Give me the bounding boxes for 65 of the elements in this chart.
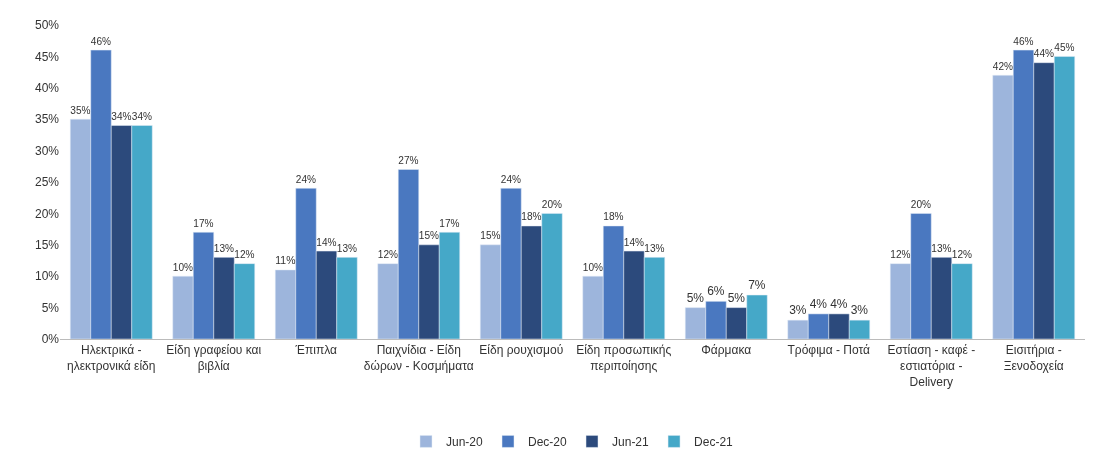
data-label: 46% [1013,35,1034,47]
data-label: 20% [910,198,931,210]
x-tick-label: Φάρμακα [701,343,752,358]
x-tick-label: Είδη γραφείου και βιβλία [166,343,262,373]
data-label: 15% [480,230,501,242]
data-label: 12% [951,249,972,261]
y-tick-label: 25% [34,175,60,190]
y-tick-label: 50% [34,18,60,33]
x-tick-label: Είδη προσωπικής περιποίησης [576,343,672,373]
data-label: 10% [172,261,193,273]
data-label: 13% [213,242,234,254]
data-label: 34% [111,110,132,122]
data-label: 13% [336,242,357,254]
y-tick-label: 10% [34,269,60,284]
data-label: 3% [850,303,869,318]
data-label: 46% [90,35,111,47]
data-label: 7% [748,278,766,293]
y-tick-label: 30% [34,143,60,158]
data-label: 24% [500,173,521,185]
data-label: 20% [541,198,562,210]
data-label: 45% [1054,41,1075,53]
x-tick-label: Παιχνίδια - Είδη δώρων - Κοσμήματα [363,343,474,373]
data-label: 42% [992,60,1013,72]
x-tick-label: Ηλεκτρικά - ηλεκτρονικά είδη [67,343,156,373]
data-label: 18% [521,211,542,223]
y-tick-label: 0% [41,332,60,347]
data-label: 17% [439,217,460,229]
data-label: 24% [295,173,316,185]
data-label: 44% [1033,48,1054,60]
data-label: 11% [275,255,296,267]
y-tick-label: 35% [34,112,60,127]
y-tick-label: 45% [34,49,60,64]
legend-label: Jun-20 [446,435,484,450]
x-tick-label: Έπιπλα [294,343,338,358]
data-label: 10% [582,261,603,273]
data-label: 14% [316,236,337,248]
data-label: 5% [686,290,705,305]
data-label: 13% [931,242,952,254]
data-label: 15% [418,230,439,242]
x-tick-label: Εστίαση - καφέ - εστιατόρια - Delivery [887,343,976,389]
x-tick-label: Εισιτήρια - Ξενοδοχεία [1003,343,1064,373]
data-label: 5% [727,290,746,305]
data-label: 18% [603,211,624,223]
legend-label: Jun-21 [612,435,650,450]
data-label: 12% [377,249,398,261]
data-label: 6% [707,284,725,299]
data-label: 4% [809,296,828,311]
data-label: 34% [131,110,152,122]
data-label: 27% [398,154,419,166]
y-tick-label: 5% [41,300,60,315]
data-label: 12% [890,249,911,261]
y-tick-label: 20% [34,206,60,221]
data-label: 14% [623,236,644,248]
x-tick-label: Είδη ρουχισμού [479,343,564,358]
y-tick-label: 40% [34,81,60,95]
legend-label: Dec-20 [528,435,568,450]
legend-label: Dec-21 [694,435,734,450]
data-label: 17% [193,217,214,229]
data-label: 35% [70,104,91,116]
data-label: 12% [234,249,255,261]
x-tick-label: Τρόφιμα - Ποτά [787,343,871,358]
data-label: 13% [644,242,665,254]
y-tick-label: 15% [34,238,60,252]
data-label: 4% [830,296,848,311]
data-label: 3% [789,303,807,318]
